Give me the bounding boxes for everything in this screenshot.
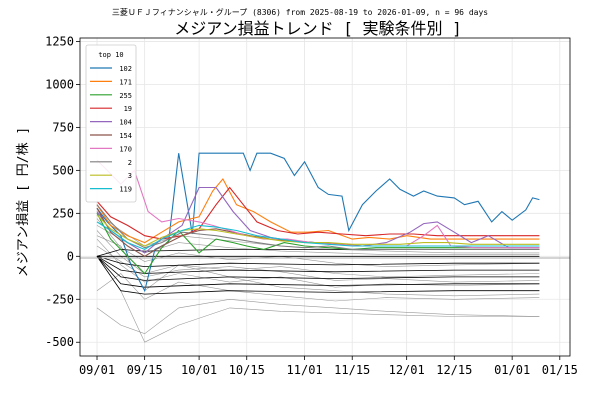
legend-title: top 10	[98, 51, 123, 59]
legend-label-119: 119	[119, 186, 132, 194]
legend-label-2: 2	[128, 159, 132, 167]
background-series-line	[96, 225, 540, 255]
plot-frame	[79, 37, 571, 357]
background-series-line	[96, 298, 540, 335]
y-tick-label: 1250	[45, 34, 74, 48]
background-series-line	[96, 255, 540, 281]
chart-title: メジアン損益トレンド [ 実験条件別 ]	[174, 19, 462, 38]
x-tick-label: 12/15	[436, 363, 472, 377]
legend-label-255: 255	[119, 92, 132, 100]
legend-label-154: 154	[119, 132, 132, 140]
y-axis-label: メジアン損益 [ 円/株 ]	[16, 127, 31, 277]
x-tick-label: 09/01	[79, 363, 115, 377]
series-line-102	[96, 152, 540, 293]
legend-label-104: 104	[119, 119, 132, 127]
x-tick-label: 11/15	[334, 363, 370, 377]
background-series-line	[96, 255, 540, 274]
series-line-171	[96, 178, 540, 244]
series-line-3	[96, 214, 540, 247]
series-line-255	[96, 213, 540, 275]
legend-label-171: 171	[119, 78, 132, 86]
y-tick-label: 750	[52, 120, 74, 134]
background-series-line	[96, 273, 540, 302]
background-series-line	[96, 256, 540, 295]
top-series	[96, 152, 540, 293]
x-tick-label: 01/01	[494, 363, 530, 377]
background-series-line	[96, 255, 540, 268]
legend: top 10 102 171 255 19 104 154 170 2 3 119	[85, 44, 137, 203]
legend-box	[85, 44, 137, 203]
y-tick-label: -500	[45, 335, 74, 349]
legend-label-170: 170	[119, 145, 132, 153]
y-tick-label: 500	[52, 163, 74, 177]
legend-label-19: 19	[124, 105, 132, 113]
x-tick-label: 10/15	[229, 363, 265, 377]
axis-ticks: -500 -250 0 250 500 750 1000 1250 09/01 09/15 10/0…	[45, 34, 578, 377]
x-tick-label: 12/01	[389, 363, 425, 377]
x-tick-label: 09/15	[127, 363, 163, 377]
background-series-line	[96, 256, 540, 288]
legend-label-102: 102	[119, 65, 132, 73]
chart-subtitle: 三菱ＵＦＪフィナンシャル・グループ (8306) from 2025-08-19…	[112, 7, 488, 17]
x-tick-label: 11/01	[287, 363, 323, 377]
y-tick-label: -250	[45, 292, 74, 306]
y-tick-label: 1000	[45, 77, 74, 91]
grid-lines	[80, 38, 570, 356]
series-line-170	[96, 159, 540, 249]
legend-label-3: 3	[128, 172, 132, 180]
y-tick-label: 250	[52, 206, 74, 220]
series-line-119	[96, 221, 540, 251]
y-tick-label: 0	[67, 249, 74, 263]
series-line-2	[96, 204, 540, 250]
x-tick-label: 10/01	[181, 363, 217, 377]
background-series-line	[96, 256, 540, 343]
x-tick-label: 01/15	[542, 363, 578, 377]
